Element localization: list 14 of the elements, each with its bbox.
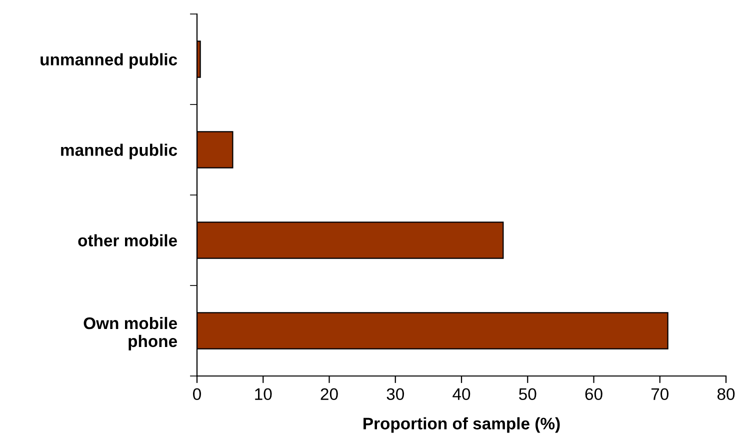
x-tick-label: 60: [585, 388, 602, 400]
x-tick-label: 0: [193, 388, 201, 400]
y-tick-label: unmanned public: [40, 53, 178, 69]
x-tick-label: 80: [717, 388, 735, 400]
y-tick-label: other mobile: [78, 234, 177, 246]
y-tick-label: Own mobile phone: [84, 316, 177, 350]
x-tick-label: 30: [386, 388, 404, 400]
x-axis-title: Proportion of sample (%): [364, 417, 560, 433]
x-tick-label: 40: [452, 388, 470, 400]
x-tick-label: 20: [320, 388, 338, 400]
x-tick-label: 50: [519, 388, 536, 400]
y-tick-label: manned public: [61, 144, 178, 160]
x-tick-label: 70: [651, 388, 668, 400]
x-tick-label: 10: [255, 388, 272, 400]
